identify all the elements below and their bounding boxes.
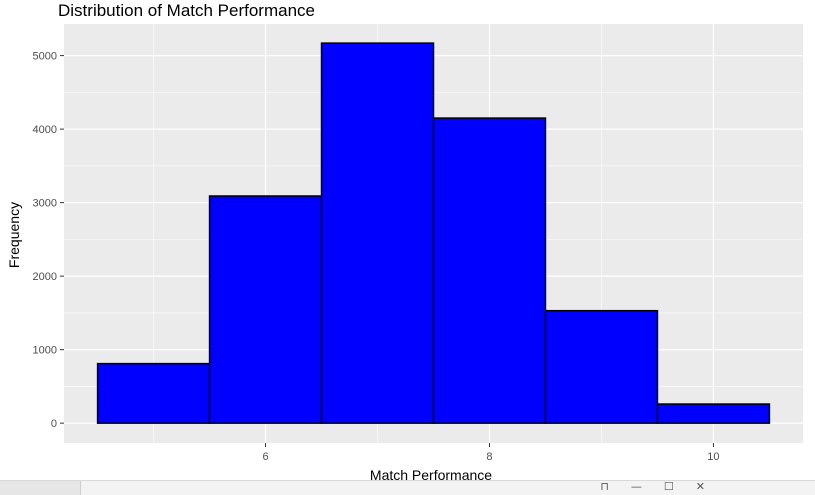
taskbar-strip: ⊓ — ☐ ✕ [0, 480, 815, 495]
histogram-bar [432, 117, 547, 424]
histogram-bar [656, 403, 771, 424]
y-axis-label: Frequency [6, 202, 22, 268]
histogram-bar [544, 309, 659, 424]
y-axis: 0 1000 2000 3000 4000 5000 [33, 51, 64, 430]
maximize-icon[interactable]: ☐ [663, 480, 674, 493]
y-tick-label: 0 [51, 418, 57, 430]
histogram-bar [208, 195, 323, 424]
x-tick-label: 10 [707, 451, 719, 463]
x-axis-label: Match Performance [370, 467, 492, 483]
x-axis: 6 8 10 [262, 443, 720, 463]
bars [96, 42, 771, 424]
y-tick-label: 2000 [33, 271, 57, 283]
taskbar-tab[interactable] [0, 481, 81, 495]
y-tick-label: 3000 [33, 198, 57, 210]
y-tick-label: 1000 [33, 345, 57, 357]
x-tick-label: 8 [486, 451, 492, 463]
chart-title: Distribution of Match Performance [58, 1, 315, 20]
x-tick-label: 6 [262, 451, 268, 463]
histogram-bar [320, 42, 435, 424]
histogram-bar [96, 362, 211, 424]
y-tick-label: 5000 [33, 51, 57, 63]
minimize-icon[interactable]: — [630, 480, 642, 493]
y-tick-label: 4000 [33, 124, 57, 136]
window-controls: ⊓ — ☐ ✕ [600, 481, 705, 495]
close-icon[interactable]: ✕ [695, 480, 705, 493]
pin-icon[interactable]: ⊓ [600, 480, 609, 493]
